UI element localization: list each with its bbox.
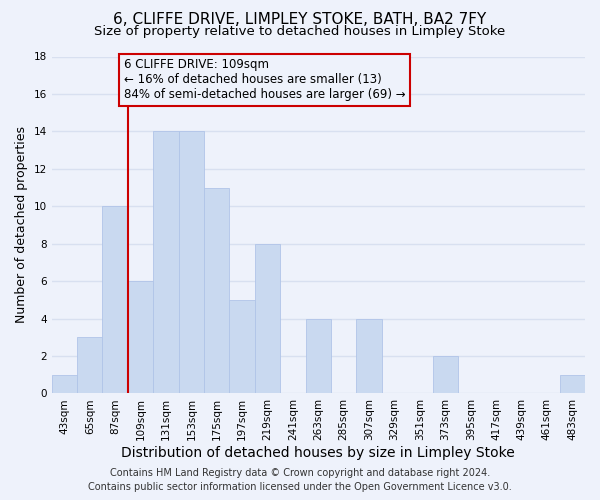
Bar [179,132,204,394]
Bar [103,206,128,394]
X-axis label: Distribution of detached houses by size in Limpley Stoke: Distribution of detached houses by size … [121,446,515,460]
Bar [356,318,382,394]
Bar [433,356,458,394]
Bar [560,374,585,394]
Bar [305,318,331,394]
Y-axis label: Number of detached properties: Number of detached properties [15,126,28,324]
Bar [255,244,280,394]
Bar [153,132,179,394]
Bar [128,281,153,394]
Text: Size of property relative to detached houses in Limpley Stoke: Size of property relative to detached ho… [94,25,506,38]
Text: 6 CLIFFE DRIVE: 109sqm
← 16% of detached houses are smaller (13)
84% of semi-det: 6 CLIFFE DRIVE: 109sqm ← 16% of detached… [124,58,406,102]
Bar [204,188,229,394]
Bar [77,338,103,394]
Bar [52,374,77,394]
Text: Contains HM Land Registry data © Crown copyright and database right 2024.
Contai: Contains HM Land Registry data © Crown c… [88,468,512,492]
Bar [229,300,255,394]
Text: 6, CLIFFE DRIVE, LIMPLEY STOKE, BATH, BA2 7FY: 6, CLIFFE DRIVE, LIMPLEY STOKE, BATH, BA… [113,12,487,28]
